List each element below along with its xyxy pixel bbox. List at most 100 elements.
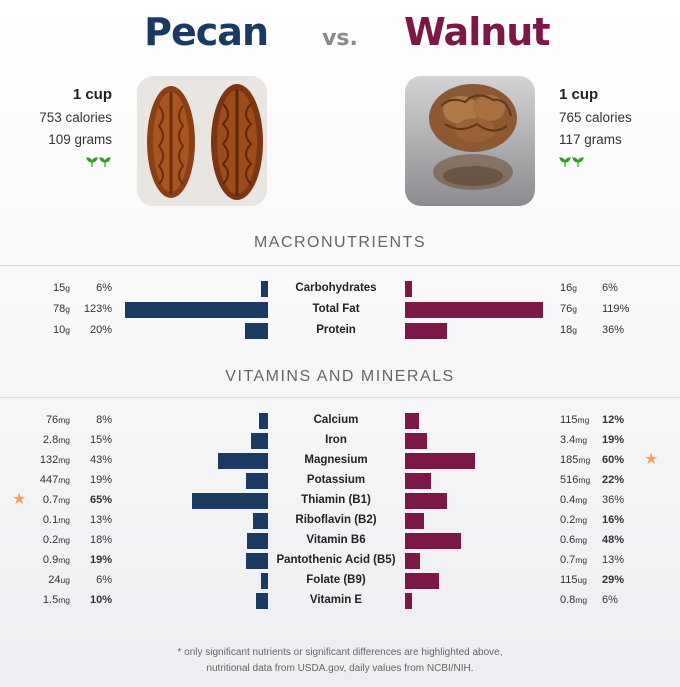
walnut-percent: 36%: [602, 494, 625, 506]
pecan-percent: 20%: [89, 324, 112, 336]
walnut-bar: [405, 433, 428, 449]
pecan-percent: 19%: [89, 554, 112, 566]
pecan-percent: 19%: [89, 474, 112, 486]
pecan-image: [137, 76, 267, 206]
footnote-line-1: * only significant nutrients or signific…: [177, 647, 503, 658]
walnut-amount-unit: mg: [577, 415, 590, 425]
pecan-amount-value: 132: [39, 454, 59, 466]
pecan-percent: 10%: [89, 594, 112, 606]
walnut-amount: 16g: [560, 278, 600, 298]
pecan-amount-value: 0.2: [42, 534, 59, 546]
walnut-amount: 0.4mg: [560, 490, 600, 510]
walnut-percent: 6%: [602, 282, 618, 294]
pecan-amount-value: 447: [39, 474, 59, 486]
pecan-amount: 10g: [20, 320, 70, 340]
pecan-amount: 76mg: [20, 410, 70, 430]
walnut-amount-value: 115: [560, 574, 578, 586]
walnut-amount: 115mg: [560, 410, 600, 430]
walnut-percent: 22%: [602, 474, 625, 486]
pecan-bar: [125, 302, 268, 318]
walnut-amount: 0.6mg: [560, 530, 600, 550]
pecan-amount: 78g: [20, 299, 70, 319]
right-food-title: Walnut: [404, 10, 550, 54]
nutrient-row: 24ug 6% Folate (B9) 115ug 29%: [0, 570, 680, 590]
pecan-amount-unit: g: [65, 304, 70, 314]
walnut-amount: 0.2mg: [560, 510, 600, 530]
walnut-percent: 13%: [602, 554, 625, 566]
walnut-percent: 48%: [602, 534, 625, 546]
nutrient-label: Vitamin E: [309, 594, 363, 606]
walnut-amount: 185mg: [560, 450, 600, 470]
nutrient-label: Protein: [316, 324, 356, 336]
vs-label: vs.: [322, 26, 358, 51]
vitamins-title: VITAMINS AND MINERALS: [225, 368, 455, 385]
pecan-amount-unit: mg: [58, 475, 70, 485]
pecan-star-icon: ★: [12, 491, 27, 508]
walnut-star-icon: ★: [644, 451, 659, 468]
walnut-image: [405, 76, 535, 206]
pecan-bar: [247, 533, 268, 549]
walnut-bar: [405, 593, 412, 609]
pecan-amount-unit: g: [65, 325, 70, 335]
nutrient-row: 10g 20% Protein 18g 36%: [0, 320, 680, 340]
nutrient-label: Riboflavin (B2): [295, 514, 377, 526]
nutrient-row: 0.1mg 13% Riboflavin (B2) 0.2mg 16%: [0, 510, 680, 530]
pecan-amount-value: 78: [53, 303, 66, 315]
nutrient-label: Magnesium: [304, 454, 368, 466]
walnut-bar: [405, 533, 461, 549]
right-food-info: 1 cup 765 calories 117 grams: [559, 86, 679, 171]
pecan-amount-unit: mg: [58, 595, 70, 605]
pecan-bar: [258, 413, 268, 429]
nutrient-row: 0.9mg 19% Pantothenic Acid (B5) 0.7mg 13%: [0, 550, 680, 570]
left-serving: 1 cup: [72, 86, 112, 103]
macronutrients-title: MACRONUTRIENTS: [253, 234, 427, 251]
pecan-amount: 0.9mg: [20, 550, 70, 570]
walnut-bar: [405, 302, 544, 318]
pecan-bar: [261, 281, 268, 297]
pecan-percent: 8%: [96, 414, 112, 426]
pecan-bar: [256, 593, 268, 609]
pecan-amount: 1.5mg: [20, 590, 70, 610]
walnut-bar: [405, 413, 419, 429]
pecan-bar: [245, 473, 268, 489]
pecan-amount-unit: ug: [60, 575, 70, 585]
nutrient-row: 76mg 8% Calcium 115mg 12%: [0, 410, 680, 430]
walnut-bar: [405, 553, 421, 569]
left-grams: 109 grams: [48, 132, 112, 147]
walnut-amount-value: 115: [560, 414, 578, 426]
pecan-bar: [192, 493, 268, 509]
nutrient-label: Potassium: [306, 474, 366, 486]
walnut-amount: 115ug: [560, 570, 600, 590]
nutrient-row: 0.7mg 65% Thiamin (B1) 0.4mg 36% ★: [0, 490, 680, 510]
pecan-amount: 24ug: [20, 570, 70, 590]
pecan-amount-value: 76: [45, 414, 59, 426]
pecan-bar: [261, 573, 268, 589]
walnut-amount-unit: ug: [577, 575, 588, 585]
left-leaves-icon: [0, 156, 112, 171]
pecan-amount: 447mg: [20, 470, 70, 490]
pecan-amount-unit: mg: [58, 535, 70, 545]
pecan-amount-value: 24: [48, 574, 61, 586]
walnut-amount: 18g: [560, 320, 600, 340]
pecan-percent: 13%: [89, 514, 112, 526]
walnut-amount-unit: g: [572, 304, 577, 314]
nutrient-row: 0.2mg 18% Vitamin B6 0.6mg 48%: [0, 530, 680, 550]
pecan-amount: 0.1mg: [20, 510, 70, 530]
pecan-percent: 6%: [96, 282, 112, 294]
footnote: * only significant nutrients or signific…: [0, 645, 680, 677]
walnut-percent: 6%: [602, 594, 618, 606]
walnut-percent: 19%: [602, 434, 625, 446]
walnut-amount-unit: mg: [578, 455, 591, 465]
right-leaves-icon: [559, 156, 679, 171]
walnut-amount-value: 516: [560, 474, 579, 486]
right-serving: 1 cup: [559, 86, 599, 103]
pecan-amount-unit: g: [65, 283, 70, 293]
nutrient-row: 1.5mg 10% Vitamin E 0.8mg 6%: [0, 590, 680, 610]
left-food-title: Pecan: [144, 10, 269, 54]
walnut-amount-value: 0.2: [560, 514, 576, 526]
pecan-bar: [250, 433, 268, 449]
walnut-amount: 516mg: [560, 470, 600, 490]
footnote-line-2: nutritional data from USDA.gov, daily va…: [206, 663, 474, 674]
walnut-bar: [405, 493, 447, 509]
walnut-bar: [405, 281, 412, 297]
